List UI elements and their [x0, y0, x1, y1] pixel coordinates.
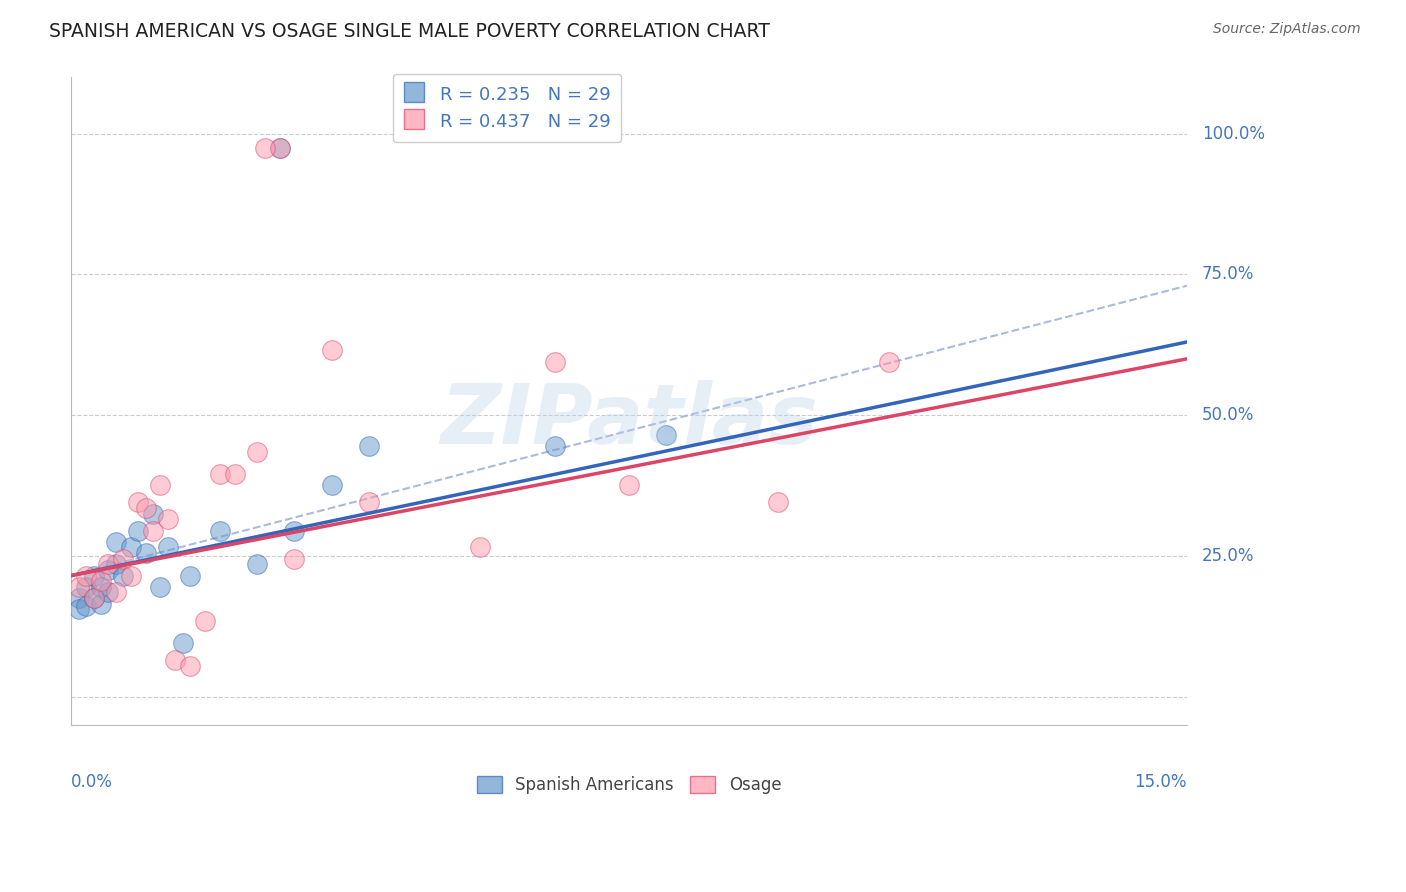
Point — [90, 580, 112, 594]
Point — [283, 524, 305, 538]
Point — [179, 568, 201, 582]
Point — [120, 568, 142, 582]
Point — [879, 354, 901, 368]
Point — [142, 507, 165, 521]
Point — [357, 439, 380, 453]
Point — [246, 444, 269, 458]
Point — [75, 568, 97, 582]
Point — [67, 602, 90, 616]
Point — [156, 512, 179, 526]
Point — [269, 141, 291, 155]
Point — [97, 585, 120, 599]
Point — [172, 636, 194, 650]
Point — [246, 558, 269, 572]
Point — [67, 580, 90, 594]
Text: 50.0%: 50.0% — [1202, 406, 1254, 424]
Point — [321, 478, 343, 492]
Point — [149, 580, 172, 594]
Point — [112, 551, 135, 566]
Point — [75, 599, 97, 614]
Point — [104, 585, 127, 599]
Point — [97, 563, 120, 577]
Text: 100.0%: 100.0% — [1202, 125, 1265, 143]
Point — [194, 614, 217, 628]
Text: 75.0%: 75.0% — [1202, 266, 1254, 284]
Point — [253, 141, 276, 155]
Point — [544, 439, 567, 453]
Point — [156, 541, 179, 555]
Point — [104, 558, 127, 572]
Point — [470, 541, 492, 555]
Point — [112, 568, 135, 582]
Point — [75, 580, 97, 594]
Point — [104, 534, 127, 549]
Point — [269, 141, 291, 155]
Point — [90, 597, 112, 611]
Point — [544, 354, 567, 368]
Point — [617, 478, 640, 492]
Point — [321, 343, 343, 358]
Text: Source: ZipAtlas.com: Source: ZipAtlas.com — [1213, 22, 1361, 37]
Point — [179, 658, 201, 673]
Text: 25.0%: 25.0% — [1202, 547, 1254, 565]
Text: 15.0%: 15.0% — [1135, 772, 1187, 790]
Point — [127, 524, 149, 538]
Text: SPANISH AMERICAN VS OSAGE SINGLE MALE POVERTY CORRELATION CHART: SPANISH AMERICAN VS OSAGE SINGLE MALE PO… — [49, 22, 770, 41]
Point — [90, 574, 112, 589]
Point — [83, 591, 105, 605]
Legend: Spanish Americans, Osage: Spanish Americans, Osage — [470, 769, 787, 800]
Point — [357, 495, 380, 509]
Point — [142, 524, 165, 538]
Point — [208, 524, 231, 538]
Point — [135, 546, 157, 560]
Point — [165, 653, 187, 667]
Point — [283, 551, 305, 566]
Point — [149, 478, 172, 492]
Text: ZIPatlas: ZIPatlas — [440, 380, 818, 461]
Point — [135, 501, 157, 516]
Point — [655, 427, 678, 442]
Point — [208, 467, 231, 482]
Point — [67, 591, 90, 605]
Point — [127, 495, 149, 509]
Point — [766, 495, 789, 509]
Point — [97, 558, 120, 572]
Point — [83, 591, 105, 605]
Text: 0.0%: 0.0% — [72, 772, 112, 790]
Point — [83, 568, 105, 582]
Point — [120, 541, 142, 555]
Point — [224, 467, 246, 482]
